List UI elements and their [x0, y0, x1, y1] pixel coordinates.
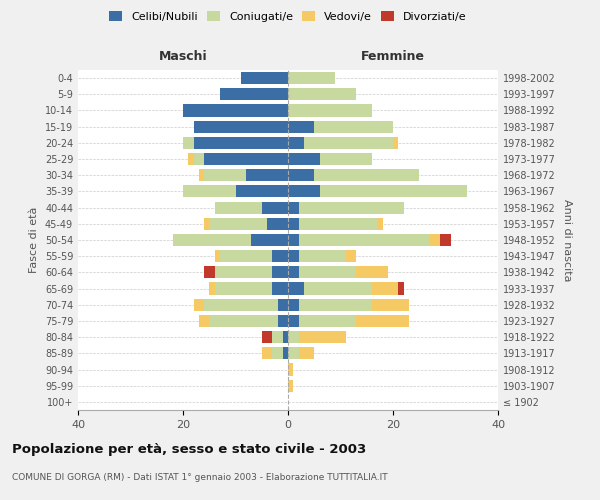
- Bar: [299, 218, 377, 230]
- Bar: [356, 266, 388, 278]
- Bar: [299, 315, 356, 327]
- Bar: [288, 348, 299, 360]
- Text: Femmine: Femmine: [361, 50, 425, 63]
- Bar: [272, 331, 283, 343]
- Bar: [299, 298, 372, 311]
- Bar: [173, 234, 251, 246]
- Bar: [272, 266, 288, 278]
- Bar: [204, 169, 246, 181]
- Bar: [288, 266, 299, 278]
- Bar: [183, 104, 288, 117]
- Bar: [314, 169, 419, 181]
- Bar: [288, 250, 299, 262]
- Bar: [235, 186, 288, 198]
- Bar: [346, 250, 356, 262]
- Bar: [277, 298, 288, 311]
- Y-axis label: Fasce di età: Fasce di età: [29, 207, 39, 273]
- Bar: [304, 282, 372, 294]
- Bar: [288, 234, 299, 246]
- Bar: [398, 282, 404, 294]
- Bar: [304, 137, 393, 149]
- Bar: [220, 88, 288, 101]
- Bar: [209, 218, 267, 230]
- Bar: [215, 266, 272, 278]
- Bar: [288, 364, 293, 376]
- Y-axis label: Anni di nascita: Anni di nascita: [562, 198, 572, 281]
- Bar: [251, 234, 288, 246]
- Bar: [299, 331, 346, 343]
- Bar: [288, 104, 372, 117]
- Bar: [204, 298, 277, 311]
- Bar: [183, 137, 193, 149]
- Text: Maschi: Maschi: [158, 50, 208, 63]
- Bar: [209, 315, 277, 327]
- Bar: [262, 331, 272, 343]
- Bar: [372, 282, 398, 294]
- Bar: [299, 202, 404, 213]
- Bar: [199, 169, 204, 181]
- Bar: [288, 186, 320, 198]
- Bar: [288, 72, 335, 84]
- Bar: [320, 186, 467, 198]
- Bar: [193, 153, 204, 165]
- Bar: [430, 234, 440, 246]
- Bar: [288, 137, 304, 149]
- Bar: [288, 120, 314, 132]
- Bar: [272, 282, 288, 294]
- Bar: [204, 153, 288, 165]
- Bar: [193, 298, 204, 311]
- Bar: [440, 234, 451, 246]
- Bar: [220, 250, 272, 262]
- Bar: [288, 202, 299, 213]
- Bar: [193, 137, 288, 149]
- Bar: [262, 202, 288, 213]
- Bar: [204, 218, 209, 230]
- Bar: [288, 88, 356, 101]
- Bar: [299, 234, 430, 246]
- Bar: [204, 266, 215, 278]
- Text: COMUNE DI GORGA (RM) - Dati ISTAT 1° gennaio 2003 - Elaborazione TUTTITALIA.IT: COMUNE DI GORGA (RM) - Dati ISTAT 1° gen…: [12, 472, 388, 482]
- Bar: [288, 380, 293, 392]
- Bar: [372, 298, 409, 311]
- Bar: [283, 331, 288, 343]
- Bar: [241, 72, 288, 84]
- Bar: [188, 153, 193, 165]
- Bar: [299, 266, 356, 278]
- Bar: [209, 282, 215, 294]
- Bar: [299, 250, 346, 262]
- Bar: [288, 331, 299, 343]
- Bar: [272, 348, 283, 360]
- Bar: [288, 218, 299, 230]
- Text: Popolazione per età, sesso e stato civile - 2003: Popolazione per età, sesso e stato civil…: [12, 442, 366, 456]
- Bar: [272, 250, 288, 262]
- Bar: [288, 315, 299, 327]
- Bar: [262, 348, 272, 360]
- Bar: [356, 315, 409, 327]
- Bar: [267, 218, 288, 230]
- Bar: [215, 250, 220, 262]
- Bar: [183, 186, 235, 198]
- Bar: [283, 348, 288, 360]
- Bar: [288, 169, 314, 181]
- Legend: Celibi/Nubili, Coniugati/e, Vedovi/e, Divorziati/e: Celibi/Nubili, Coniugati/e, Vedovi/e, Di…: [106, 8, 470, 25]
- Bar: [377, 218, 383, 230]
- Bar: [288, 298, 299, 311]
- Bar: [288, 153, 320, 165]
- Bar: [277, 315, 288, 327]
- Bar: [393, 137, 398, 149]
- Bar: [199, 315, 209, 327]
- Bar: [215, 202, 262, 213]
- Bar: [288, 282, 304, 294]
- Bar: [246, 169, 288, 181]
- Bar: [215, 282, 272, 294]
- Bar: [314, 120, 393, 132]
- Bar: [299, 348, 314, 360]
- Bar: [193, 120, 288, 132]
- Bar: [320, 153, 372, 165]
